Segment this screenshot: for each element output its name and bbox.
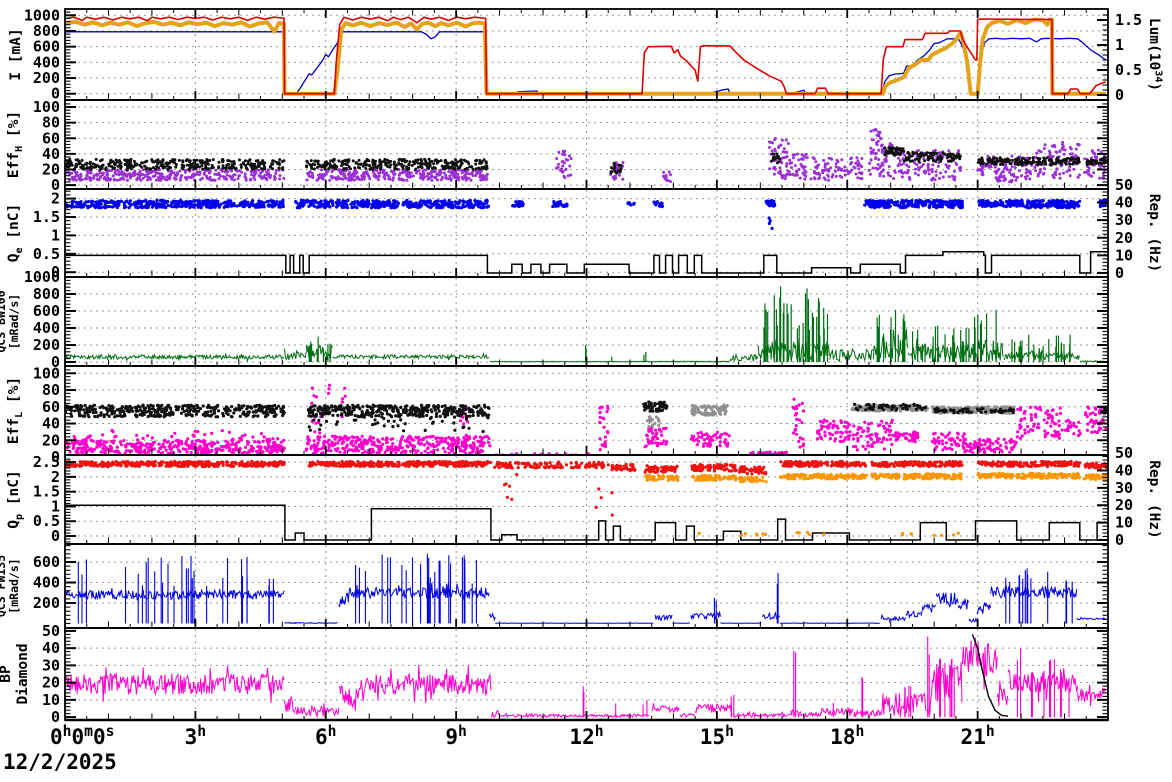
svg-text:60: 60 <box>42 129 60 147</box>
svg-text:50: 50 <box>1115 176 1133 194</box>
svg-text:40: 40 <box>1115 461 1133 479</box>
svg-text:2: 2 <box>51 468 60 486</box>
svg-text:1.5: 1.5 <box>33 483 60 501</box>
svg-text:1: 1 <box>1115 36 1124 54</box>
date-label: 12/2/2025 <box>3 750 117 774</box>
svg-text:0: 0 <box>51 708 60 726</box>
svg-text:400: 400 <box>33 53 60 71</box>
svg-text:20: 20 <box>1115 229 1133 247</box>
svg-text:400: 400 <box>33 574 60 592</box>
svg-text:0: 0 <box>51 353 60 371</box>
svg-text:80: 80 <box>42 381 60 399</box>
svg-text:0.5: 0.5 <box>33 245 60 263</box>
svg-text:40: 40 <box>1115 194 1133 212</box>
svg-text:200: 200 <box>33 594 60 612</box>
svg-text:15h: 15h <box>700 723 734 749</box>
svg-text:40: 40 <box>42 415 60 433</box>
svg-text:2: 2 <box>51 190 60 208</box>
svg-text:20: 20 <box>42 431 60 449</box>
svg-text:QCS FW135: QCS FW135 <box>0 555 8 617</box>
svg-text:0h0m0s: 0h0m0s <box>50 723 115 749</box>
svg-text:2.5: 2.5 <box>33 453 60 471</box>
svg-text:Rep. (Hz): Rep. (Hz) <box>1146 460 1162 539</box>
svg-text:60: 60 <box>42 398 60 416</box>
svg-text:30: 30 <box>1115 479 1133 497</box>
svg-text:BP: BP <box>0 665 14 683</box>
svg-text:3h: 3h <box>185 723 207 749</box>
svg-text:0: 0 <box>1115 264 1124 282</box>
svg-text:20: 20 <box>1115 496 1133 514</box>
svg-text:[mRad/s]: [mRad/s] <box>7 294 21 349</box>
svg-text:0.5: 0.5 <box>1115 61 1142 79</box>
svg-text:[mRad/s]: [mRad/s] <box>7 558 21 613</box>
svg-text:50: 50 <box>42 622 60 640</box>
svg-text:30: 30 <box>1115 211 1133 229</box>
svg-text:Lum(1034): Lum(1034) <box>1146 18 1164 91</box>
svg-text:40: 40 <box>42 145 60 163</box>
svg-text:9h: 9h <box>445 723 467 749</box>
svg-text:800: 800 <box>33 22 60 40</box>
svg-text:50: 50 <box>1115 444 1133 462</box>
svg-text:0: 0 <box>51 85 60 103</box>
svg-text:200: 200 <box>33 336 60 354</box>
svg-text:EffL [%]: EffL [%] <box>6 377 25 444</box>
svg-text:0: 0 <box>51 176 60 194</box>
svg-text:10: 10 <box>1115 514 1133 532</box>
svg-text:10: 10 <box>42 691 60 709</box>
svg-text:Diamond: Diamond <box>15 643 31 704</box>
svg-text:1: 1 <box>51 226 60 244</box>
svg-text:21h: 21h <box>961 723 995 749</box>
svg-text:I [mA]: I [mA] <box>8 28 24 80</box>
svg-text:20: 20 <box>42 674 60 692</box>
svg-text:100: 100 <box>33 98 60 116</box>
svg-text:800: 800 <box>33 285 60 303</box>
svg-text:18h: 18h <box>830 723 864 749</box>
svg-text:1.5: 1.5 <box>1115 11 1142 29</box>
svg-text:0: 0 <box>1115 86 1124 104</box>
svg-text:1.5: 1.5 <box>33 208 60 226</box>
svg-text:400: 400 <box>33 319 60 337</box>
svg-text:10: 10 <box>1115 246 1133 264</box>
svg-text:0.5: 0.5 <box>33 512 60 530</box>
svg-text:30: 30 <box>42 656 60 674</box>
svg-text:0: 0 <box>51 448 60 466</box>
svg-text:0: 0 <box>51 527 60 545</box>
svg-text:600: 600 <box>33 553 60 571</box>
svg-text:QCS BW100: QCS BW100 <box>0 290 8 352</box>
svg-text:6h: 6h <box>315 723 337 749</box>
svg-text:Qp [nC]: Qp [nC] <box>6 470 25 529</box>
svg-text:0: 0 <box>51 263 60 281</box>
svg-text:20: 20 <box>42 160 60 178</box>
svg-text:1: 1 <box>51 497 60 515</box>
svg-text:100: 100 <box>33 364 60 382</box>
svg-text:1000: 1000 <box>24 6 60 24</box>
svg-text:600: 600 <box>33 38 60 56</box>
svg-text:1000: 1000 <box>24 268 60 286</box>
svg-text:EffH [%]: EffH [%] <box>6 111 25 178</box>
svg-text:40: 40 <box>42 639 60 657</box>
svg-text:80: 80 <box>42 114 60 132</box>
svg-text:200: 200 <box>33 69 60 87</box>
svg-text:0: 0 <box>1115 531 1124 549</box>
svg-text:600: 600 <box>33 302 60 320</box>
svg-text:Qe [nC]: Qe [nC] <box>6 204 25 263</box>
svg-text:12h: 12h <box>569 723 603 749</box>
svg-text:Rep. (Hz): Rep. (Hz) <box>1146 194 1162 273</box>
